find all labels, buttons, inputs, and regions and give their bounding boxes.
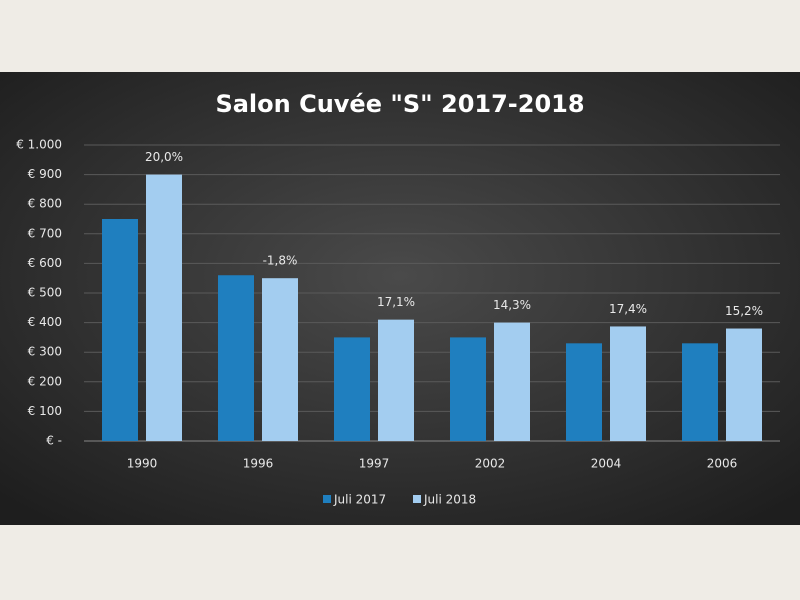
x-tick-label: 1996 (243, 457, 274, 471)
bar (102, 219, 138, 441)
legend-label: Juli 2018 (423, 493, 476, 507)
bar (218, 275, 254, 441)
y-tick-label: € 700 (28, 226, 62, 240)
bar (334, 337, 370, 441)
bar (494, 322, 530, 441)
y-tick-label: € 800 (28, 197, 62, 211)
bar (262, 278, 298, 441)
bar (566, 343, 602, 441)
bar (146, 174, 182, 441)
y-tick-label: € 500 (28, 286, 62, 300)
y-tick-label: € - (46, 434, 62, 448)
chart-title: Salon Cuvée "S" 2017-2018 (215, 90, 584, 118)
data-label: -1,8% (263, 254, 298, 268)
bar (726, 328, 762, 441)
data-label: 20,0% (145, 150, 183, 164)
y-tick-label: € 400 (28, 315, 62, 329)
data-label: 17,4% (609, 302, 647, 316)
x-tick-label: 2004 (591, 457, 622, 471)
bar (378, 319, 414, 441)
data-label: 17,1% (377, 295, 415, 309)
x-tick-label: 1997 (359, 457, 390, 471)
bar (682, 343, 718, 441)
legend-swatch (413, 495, 421, 503)
bar (450, 337, 486, 441)
x-tick-label: 1990 (127, 457, 158, 471)
data-label: 14,3% (493, 298, 531, 312)
y-tick-label: € 200 (28, 374, 62, 388)
data-label: 15,2% (725, 304, 763, 318)
y-tick-label: € 900 (28, 167, 62, 181)
x-tick-label: 2006 (707, 457, 738, 471)
legend-swatch (323, 495, 331, 503)
y-tick-label: € 100 (28, 404, 62, 418)
y-tick-label: € 300 (28, 345, 62, 359)
y-tick-label: € 600 (28, 256, 62, 270)
bar (610, 326, 646, 441)
y-tick-label: € 1.000 (16, 138, 62, 152)
x-tick-label: 2002 (475, 457, 506, 471)
legend-label: Juli 2017 (333, 493, 386, 507)
